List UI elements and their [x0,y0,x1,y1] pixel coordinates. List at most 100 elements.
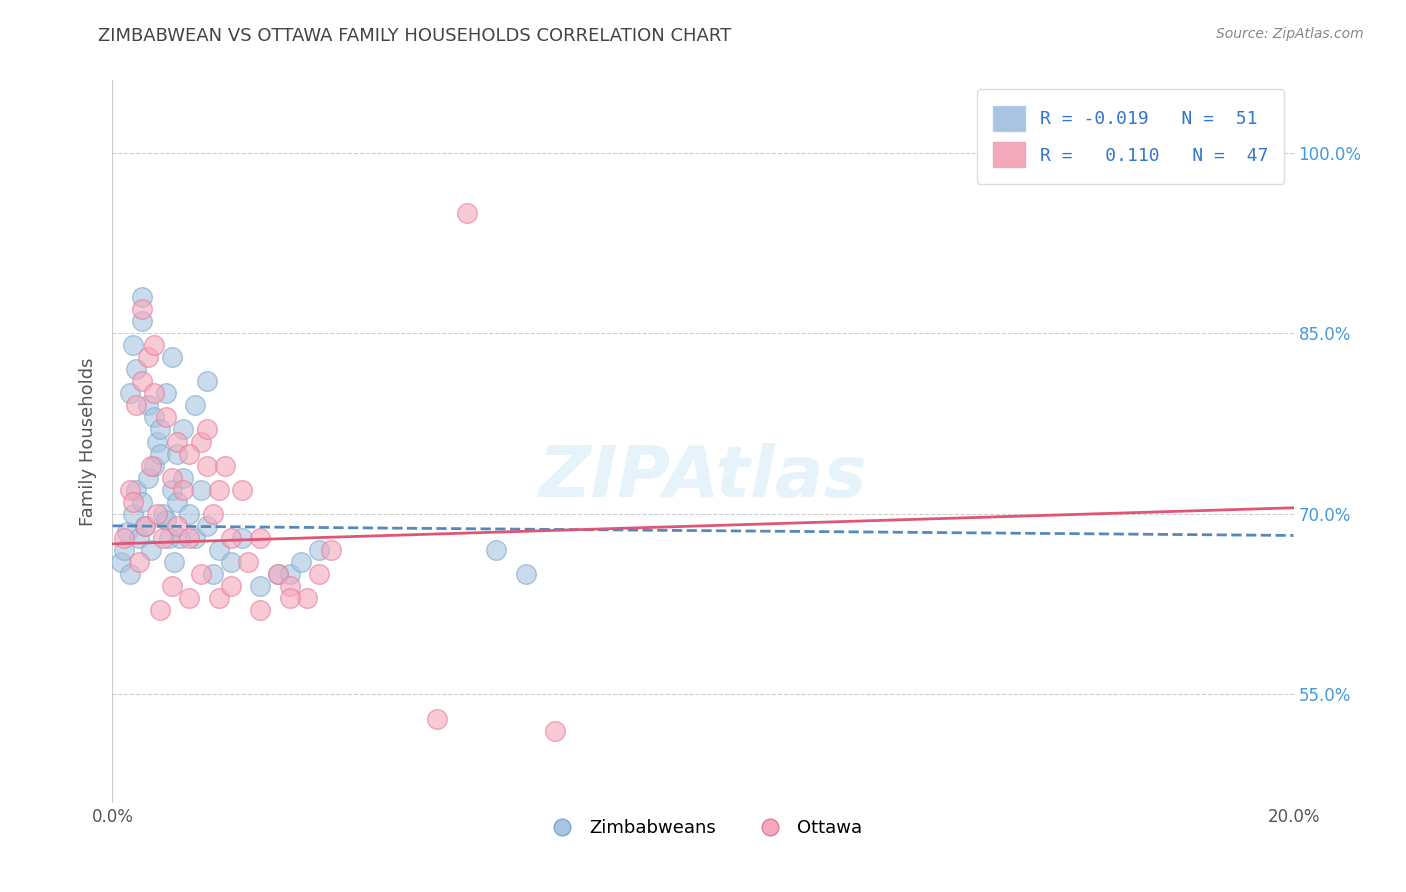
Point [219,555,242,569]
Point [195,374,218,388]
Point [163,555,186,569]
Point [179,507,201,521]
Point [179,446,201,460]
Point [112,531,135,545]
Point [128,555,150,569]
Point [166,434,188,449]
Point [136,470,159,484]
Point [166,446,188,460]
Point [169,531,191,545]
Point [231,483,253,497]
Point [155,386,177,401]
Point [146,434,169,449]
Point [155,513,177,527]
Point [201,507,224,521]
Point [201,567,224,582]
Point [278,579,301,593]
Point [208,542,231,557]
Point [456,205,478,219]
Point [131,314,153,328]
Point [149,603,172,617]
Point [231,531,253,545]
Text: ZIPAtlas: ZIPAtlas [538,443,868,512]
Text: ZIMBABWEAN VS OTTAWA FAMILY HOUSEHOLDS CORRELATION CHART: ZIMBABWEAN VS OTTAWA FAMILY HOUSEHOLDS C… [98,27,731,45]
Point [208,591,231,605]
Point [149,422,172,436]
Legend: Zimbabweans, Ottawa: Zimbabweans, Ottawa [537,812,869,845]
Point [125,398,148,412]
Point [190,434,212,449]
Point [160,350,183,364]
Point [219,531,242,545]
Point [219,579,242,593]
Point [149,446,172,460]
Y-axis label: Family Households: Family Households [79,358,97,525]
Point [172,470,194,484]
Point [122,494,145,508]
Point [157,531,180,545]
Point [152,507,174,521]
Point [120,567,142,582]
Point [131,374,153,388]
Point [179,591,201,605]
Point [544,723,567,738]
Point [142,458,165,473]
Point [195,458,218,473]
Point [308,567,330,582]
Point [485,542,508,557]
Point [131,494,153,508]
Point [267,567,290,582]
Point [184,531,207,545]
Point [249,531,271,545]
Point [122,507,145,521]
Point [319,542,342,557]
Point [290,555,312,569]
Point [249,603,271,617]
Point [142,386,165,401]
Point [184,398,207,412]
Point [214,458,236,473]
Point [195,518,218,533]
Point [160,579,183,593]
Point [190,483,212,497]
Point [278,591,301,605]
Point [278,567,301,582]
Point [160,483,183,497]
Point [179,531,201,545]
Point [142,410,165,425]
Point [249,579,271,593]
Point [131,290,153,304]
Point [166,518,188,533]
Point [166,494,188,508]
Point [308,542,330,557]
Point [112,542,135,557]
Point [426,711,449,725]
Point [172,483,194,497]
Point [155,410,177,425]
Point [142,338,165,352]
Point [190,567,212,582]
Point [128,531,150,545]
Point [122,338,145,352]
Point [120,386,142,401]
Point [134,518,156,533]
Point [297,591,319,605]
Point [146,507,169,521]
Point [238,555,260,569]
Point [134,518,156,533]
Point [120,483,142,497]
Point [136,398,159,412]
Point [267,567,290,582]
Point [131,301,153,316]
Point [515,567,537,582]
Point [125,362,148,376]
Point [136,350,159,364]
Point [152,531,174,545]
Point [110,555,132,569]
Point [139,542,162,557]
Point [195,422,218,436]
Point [160,470,183,484]
Point [208,483,231,497]
Point [139,458,162,473]
Point [125,483,148,497]
